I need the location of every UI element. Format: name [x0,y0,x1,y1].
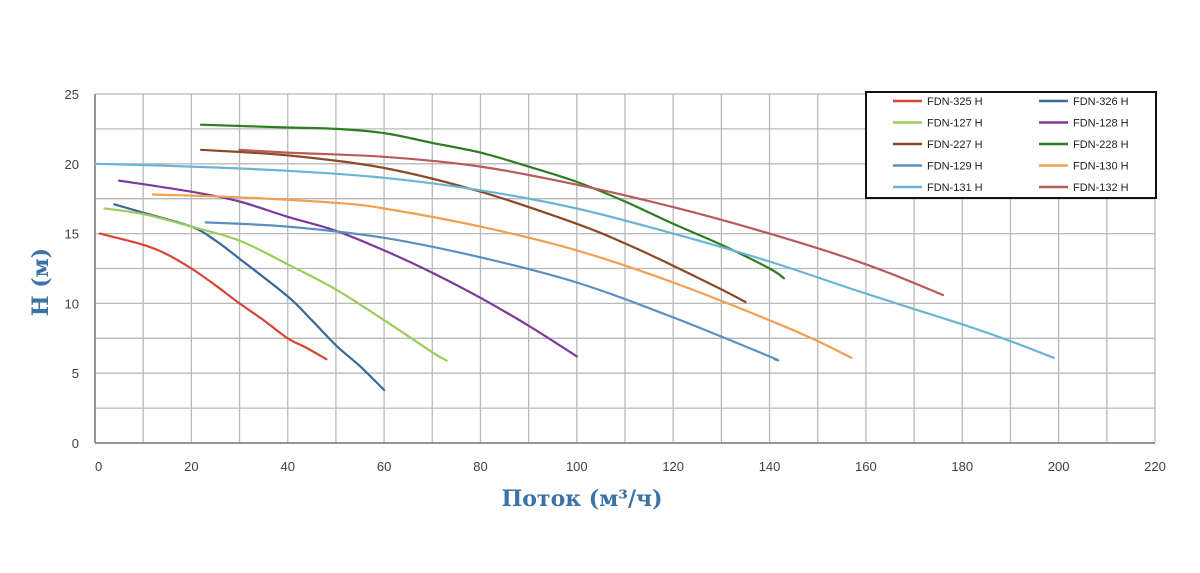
y-tick-label: 20 [65,157,79,172]
x-tick-labels: 0 20 40 60 80 100 120 140 160 180 200 220 [95,459,1166,474]
legend-label: FDN-228 H [1073,139,1129,151]
legend-label: FDN-325 H [927,96,983,108]
x-tick-label: 220 [1144,459,1166,474]
y-tick-label: 10 [65,296,79,311]
series-lines [93,123,1055,392]
y-axis-title: H (м) [28,248,54,316]
x-tick-label: 60 [377,459,391,474]
legend-label: FDN-227 H [927,139,983,151]
legend-label: FDN-130 H [1073,161,1129,173]
series-line-fdn-130-h [151,193,853,359]
series-line-fdn-132-h [238,148,945,297]
x-tick-label: 120 [662,459,684,474]
legend: FDN-325 H FDN-326 H FDN-127 H FDN-128 H FDN-… [865,91,1157,199]
y-tick-label: 0 [72,436,79,451]
legend-label: FDN-127 H [927,118,983,130]
series-line-fdn-227-h [199,148,747,304]
y-tick-label: 5 [72,366,79,381]
series-line-fdn-129-h [204,221,780,362]
x-tick-label: 200 [1048,459,1070,474]
series-line-fdn-131-h [93,162,1055,359]
x-tick-label: 0 [95,459,102,474]
series-line-fdn-228-h [199,123,786,280]
legend-label: FDN-129 H [927,161,983,173]
legend-label: FDN-131 H [927,182,983,194]
y-tick-labels: 0 5 10 15 20 25 [65,87,79,451]
x-tick-label: 80 [473,459,487,474]
y-tick-label: 25 [65,87,79,102]
x-tick-label: 40 [280,459,294,474]
x-tick-label: 180 [951,459,973,474]
x-tick-label: 100 [566,459,588,474]
series-line-fdn-127-h [103,207,448,362]
y-tick-label: 15 [65,227,79,242]
series-line-fdn-325-h [98,232,328,361]
x-tick-label: 20 [184,459,198,474]
x-tick-label: 140 [759,459,781,474]
x-tick-label: 160 [855,459,877,474]
legend-label: FDN-128 H [1073,118,1129,130]
legend-label: FDN-326 H [1073,96,1129,108]
legend-label: FDN-132 H [1073,182,1129,194]
x-axis-title: Поток (м³/ч) [501,486,662,512]
